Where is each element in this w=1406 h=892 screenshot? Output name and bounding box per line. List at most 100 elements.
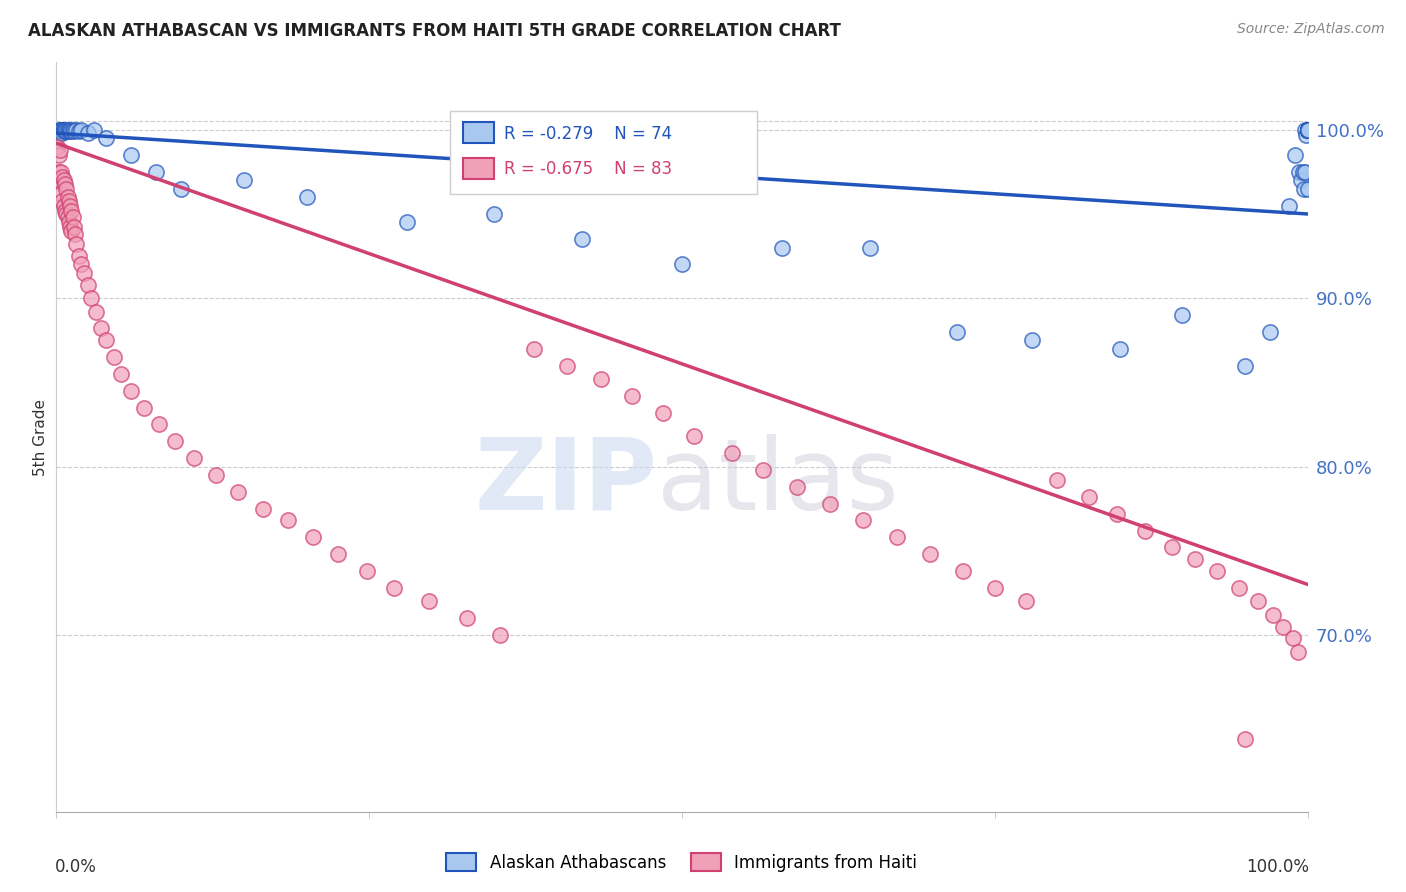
Point (858, 241, 880, 255)
Point (1292, 182, 1315, 196)
Point (1296, 123, 1319, 137)
Point (671, 258, 693, 272)
Text: atlas: atlas (657, 434, 898, 531)
Point (1296, 123, 1319, 137)
Point (1286, 645, 1309, 659)
Point (70, 123, 93, 137)
Text: 0.0%: 0.0% (55, 858, 97, 876)
Point (62, 220, 84, 235)
Point (1296, 123, 1319, 137)
Bar (463, 158, 495, 178)
Point (382, 581, 405, 595)
Point (65, 237, 87, 252)
Point (1296, 123, 1319, 137)
Point (48, 165, 70, 179)
Text: R = -0.279    N = 74: R = -0.279 N = 74 (505, 125, 672, 143)
Point (55, 124, 77, 138)
Point (76, 277, 98, 292)
Point (145, 165, 167, 179)
Point (1015, 594, 1038, 608)
Point (51, 186, 73, 201)
Point (59, 123, 82, 137)
Point (1296, 123, 1319, 137)
Point (1206, 564, 1229, 578)
Point (51, 124, 73, 138)
Point (67, 249, 90, 263)
Point (73, 266, 96, 280)
Point (786, 480, 808, 494)
Point (523, 342, 546, 356)
Point (1296, 123, 1319, 137)
Point (62, 124, 84, 138)
Point (51, 194, 73, 208)
Point (1296, 182, 1319, 196)
Point (56, 211, 79, 225)
Point (1291, 173, 1313, 187)
Point (60, 224, 83, 238)
Point (51, 123, 73, 137)
Point (110, 367, 132, 381)
Point (295, 190, 318, 204)
Point (1294, 123, 1316, 137)
Point (484, 207, 506, 221)
Point (252, 501, 274, 516)
Point (770, 241, 793, 255)
Point (170, 182, 193, 196)
Point (489, 628, 512, 642)
Point (620, 389, 643, 403)
Point (1284, 148, 1306, 162)
Point (752, 463, 775, 477)
Point (53, 123, 76, 137)
Point (555, 359, 578, 373)
Point (395, 215, 418, 229)
Point (683, 429, 706, 443)
Point (90, 321, 112, 335)
Point (652, 406, 675, 420)
Point (1258, 325, 1281, 339)
Point (886, 530, 908, 544)
Point (58, 124, 80, 138)
Point (205, 467, 228, 482)
Point (56, 190, 79, 204)
Point (984, 581, 1007, 595)
Point (1227, 581, 1250, 595)
Point (1296, 123, 1319, 137)
Point (1171, 308, 1194, 322)
Point (326, 547, 349, 561)
Point (58, 215, 80, 229)
Point (233, 173, 256, 187)
Point (1234, 359, 1257, 373)
Point (852, 513, 875, 527)
Point (53, 203, 76, 218)
Point (1184, 552, 1206, 566)
Point (62, 123, 84, 137)
Y-axis label: 5th Grade: 5th Grade (32, 399, 48, 475)
Point (96, 333, 118, 347)
Point (1296, 123, 1319, 137)
Point (1295, 128, 1317, 142)
Point (918, 547, 941, 561)
Point (1291, 165, 1313, 179)
Point (1278, 198, 1301, 212)
Point (721, 446, 744, 460)
Point (277, 513, 299, 527)
Point (120, 384, 142, 398)
Point (1107, 507, 1129, 521)
Text: Source: ZipAtlas.com: Source: ZipAtlas.com (1237, 22, 1385, 37)
Point (49, 143, 72, 157)
Point (1296, 123, 1319, 137)
Point (63, 227, 86, 242)
Bar (463, 121, 495, 143)
Point (952, 564, 974, 578)
Point (53, 177, 76, 191)
Point (52, 198, 75, 212)
Point (818, 497, 841, 511)
Point (1296, 123, 1319, 137)
Point (165, 434, 187, 449)
Point (51, 123, 73, 137)
Point (1021, 333, 1043, 347)
Point (1133, 524, 1156, 538)
Point (80, 291, 103, 305)
Point (1296, 123, 1319, 137)
Point (65, 123, 87, 137)
